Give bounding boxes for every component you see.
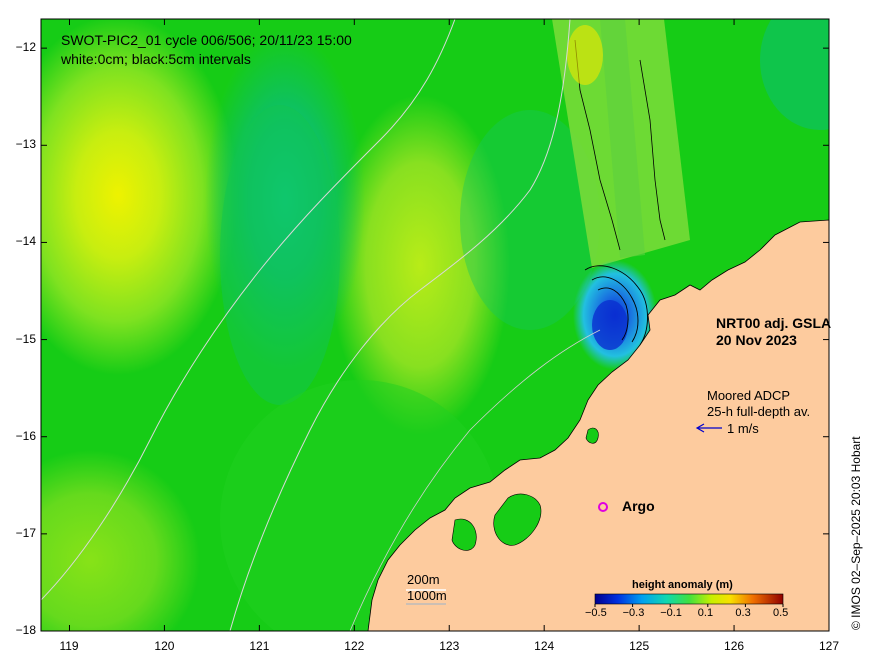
australia-landmass [367,219,829,631]
title-line-2: white:0cm; black:5cm intervals [61,51,251,67]
contour-200m-label: 200m [407,572,440,587]
y-tick-label: −14 [15,234,36,249]
colorbar-tick-label: 0.3 [735,607,751,619]
y-tick-label: −15 [15,331,36,346]
x-tick-label: 125 [629,639,650,653]
contour-1000m-label: 1000m [407,588,447,603]
argo-label: Argo [622,498,655,514]
x-tick-label: 127 [819,639,840,653]
colorbar-gradient [594,593,784,605]
colorbar-title: height anomaly (m) [632,579,733,591]
colorbar-tick-label: −0.1 [660,607,682,619]
x-tick-label: 122 [344,639,365,653]
adcp-subtitle: 25-h full-depth av. [707,404,811,419]
x-tick-label: 124 [534,639,555,653]
contour-1000m [41,19,456,601]
x-tick-label: 119 [59,639,79,653]
adcp-title: Moored ADCP [707,388,791,403]
colorbar-tick-label: 0.5 [773,607,789,619]
argo-marker [598,502,608,512]
colorbar-tick-label: 0.1 [697,607,714,619]
product-date: 20 Nov 2023 [716,332,797,348]
credit-text: © IMOS 02–Sep–2025 20:03 Hobart [849,436,863,630]
x-tick-label: 120 [154,639,175,653]
colorbar-tick-label: −0.3 [622,607,645,619]
y-tick-label: −13 [15,137,36,152]
x-tick-label: 126 [724,639,745,653]
high-anomaly-central [330,95,510,435]
title-line-1: SWOT-PIC2_01 cycle 006/506; 20/11/23 15:… [61,32,352,48]
y-tick-label: −18 [15,623,36,637]
adcp-scale-arrow [695,423,722,433]
x-tick-label: 123 [439,639,460,653]
colorbar-ticks [594,604,784,607]
y-tick-label: −12 [15,40,36,55]
adcp-scale-label: 1 m/s [727,421,759,436]
x-axis-ticks [68,19,830,631]
colorbar-tick-label: −0.5 [585,607,607,619]
y-tick-label: −17 [15,525,36,540]
x-tick-label: 121 [249,639,270,653]
product-label: NRT00 adj. GSLA [716,315,832,331]
contour-200m [229,19,571,631]
y-tick-label: −16 [15,428,36,443]
y-axis-ticks [41,47,829,632]
colorbar [594,593,784,607]
plot-frame [40,18,830,632]
high-anomaly-west [41,19,238,375]
